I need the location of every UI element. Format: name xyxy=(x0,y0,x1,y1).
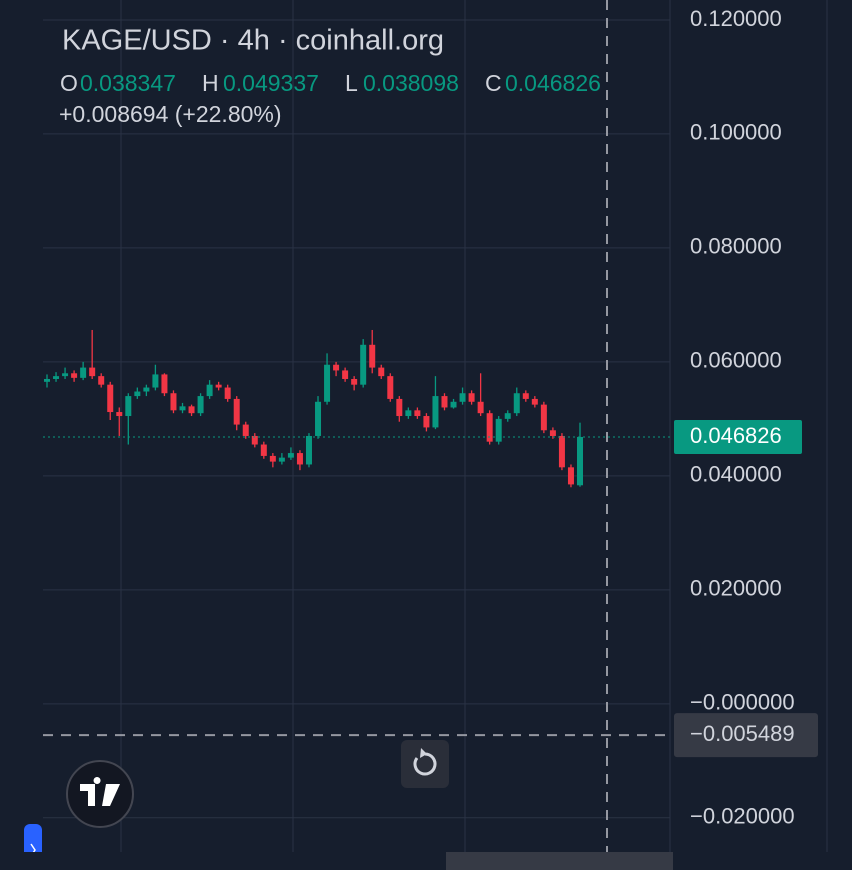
y-tick-label: 0.080000 xyxy=(690,234,782,259)
logo-mark xyxy=(80,777,120,806)
chart-title: KAGE/USD · 4h · coinhall.org xyxy=(62,25,444,57)
candle-body xyxy=(540,404,547,431)
candle-body xyxy=(179,406,186,411)
ohlc-label: H xyxy=(202,70,219,96)
candle-body xyxy=(62,373,69,377)
candle-body xyxy=(468,393,475,402)
y-tick-label: 0.120000 xyxy=(690,6,782,31)
candle-body xyxy=(441,396,448,408)
y-tick-label: 0.020000 xyxy=(690,576,782,601)
candle-body xyxy=(549,430,556,436)
candle-body xyxy=(486,413,493,442)
candle-body xyxy=(477,401,484,414)
grid xyxy=(120,0,828,852)
candle-body xyxy=(278,457,285,462)
candle-body xyxy=(125,396,132,417)
candle-body xyxy=(233,398,240,425)
candle-body xyxy=(504,413,511,419)
candle-body xyxy=(423,416,430,428)
candle-body xyxy=(351,378,358,385)
logo[interactable] xyxy=(66,760,134,828)
bottom-bar xyxy=(0,852,852,870)
y-tick-label: −0.000000 xyxy=(690,690,795,715)
candle-body xyxy=(450,401,457,408)
ohlc-label: O xyxy=(60,70,78,96)
candle-body xyxy=(513,393,520,414)
ohlc-value: 0.038347 xyxy=(80,70,176,96)
candle-body xyxy=(360,344,367,385)
candle-body xyxy=(206,384,213,397)
scrollbar[interactable] xyxy=(446,852,673,870)
candle-body xyxy=(71,373,78,378)
candle-body xyxy=(251,435,258,445)
candle-body xyxy=(224,387,231,399)
candle-body xyxy=(44,378,50,382)
logo-circle[interactable] xyxy=(66,760,134,828)
candle-body xyxy=(269,455,276,462)
candle-body xyxy=(522,393,529,399)
candle-body xyxy=(53,376,60,379)
candle-body xyxy=(98,376,105,385)
ohlc-value: 0.038098 xyxy=(363,70,459,96)
change-label: +0.008694 (+22.80%) xyxy=(59,101,282,127)
y-axis: −0.020000 −0.000000 0.020000 0.040000 0.0600… xyxy=(674,6,818,829)
candle-body xyxy=(197,396,204,414)
reset-icon xyxy=(420,748,427,758)
last-price-box xyxy=(674,419,802,454)
candle-body xyxy=(242,424,249,436)
y-tick-label: 0.060000 xyxy=(690,348,782,373)
candle-body xyxy=(459,393,466,402)
candle-body xyxy=(577,436,583,486)
candle-body xyxy=(495,418,502,442)
candle-body xyxy=(80,367,87,378)
crosshair-box xyxy=(674,713,818,758)
candle-body xyxy=(107,384,114,413)
candle-body xyxy=(89,367,96,377)
ohlc-value: 0.049337 xyxy=(223,70,319,96)
candle-body xyxy=(116,412,123,417)
candle-body xyxy=(143,387,150,392)
ohlc-value: 0.046826 xyxy=(505,70,601,96)
candle-body xyxy=(378,367,385,377)
candle-body xyxy=(260,444,267,456)
candle-body xyxy=(296,453,303,465)
candle-body xyxy=(531,398,538,405)
candle-body xyxy=(405,410,412,417)
candle-body xyxy=(170,393,177,411)
reset-button[interactable] xyxy=(401,740,449,788)
candle-body xyxy=(414,410,421,417)
candle-body xyxy=(315,401,322,436)
plot xyxy=(43,19,670,819)
candle-body xyxy=(396,398,403,417)
candle-body xyxy=(333,364,340,371)
candle-body xyxy=(161,374,168,394)
ohlc-label: C xyxy=(485,70,502,96)
y-tick-label: −0.020000 xyxy=(690,804,795,829)
candle-body xyxy=(188,406,195,414)
candle-body xyxy=(134,391,141,397)
y-tick-label: 0.100000 xyxy=(690,120,782,145)
candle-body xyxy=(567,467,574,485)
ohlc-label: L xyxy=(345,70,358,96)
candle-body xyxy=(432,396,439,428)
ohlc-legend: O0.038347 H 0.049337 L 0.038098 C 0.046826 xyxy=(60,70,601,96)
candle-body xyxy=(558,435,565,468)
candle-body xyxy=(342,370,349,379)
y-tick-label: 0.040000 xyxy=(690,462,782,487)
candle-body xyxy=(324,364,331,402)
last-price-label: 0.046826 xyxy=(690,423,782,448)
candle-body xyxy=(152,374,159,388)
candle-body xyxy=(369,344,376,368)
candle-body xyxy=(287,453,294,458)
candle-body xyxy=(387,376,394,399)
reset-icon xyxy=(413,752,437,776)
crosshair-label: −0.005489 xyxy=(690,721,795,746)
candle-body xyxy=(215,384,222,388)
candle-body xyxy=(305,435,312,465)
reset-button-bg[interactable] xyxy=(401,740,449,788)
